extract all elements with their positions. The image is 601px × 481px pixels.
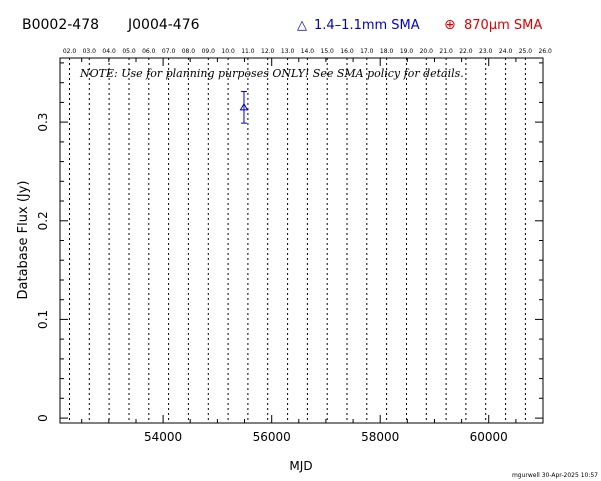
- y-tick-label: 0.1: [36, 310, 50, 329]
- year-label: 21.0: [439, 48, 453, 55]
- year-label: 18.0: [380, 48, 394, 55]
- y-tick-labels: 0 0.1 0.2 0.3: [36, 113, 50, 422]
- year-gridlines: [69, 58, 526, 423]
- y-tick-label: 0.3: [36, 113, 50, 132]
- year-label: 16.0: [340, 48, 354, 55]
- year-label: 06.0: [142, 48, 156, 55]
- year-label: 09.0: [202, 48, 216, 55]
- year-label: 12.0: [261, 48, 275, 55]
- legend-label-1mm: 1.4–1.1mm SMA: [314, 18, 420, 33]
- year-label: 05.0: [122, 48, 136, 55]
- legend: △ 1.4–1.1mm SMA ⊕ 870μm SMA: [297, 17, 542, 33]
- year-label: 22.0: [459, 48, 473, 55]
- year-label: 25.0: [519, 48, 533, 55]
- year-label: 19.0: [400, 48, 414, 55]
- year-label: 14.0: [301, 48, 315, 55]
- year-label: 23.0: [479, 48, 493, 55]
- year-label: 26.0: [539, 48, 553, 55]
- y-tick-label: 0.2: [36, 211, 50, 230]
- year-label: 15.0: [321, 48, 335, 55]
- year-labels: 02.0 03.0 04.0 05.0 06.0 07.0 08.0 09.0 10.0 11.0…: [63, 48, 552, 55]
- axis-ticks: [60, 58, 544, 423]
- x-tick-label: 54000: [144, 430, 182, 444]
- year-label: 08.0: [182, 48, 196, 55]
- year-label: 07.0: [162, 48, 176, 55]
- year-label: 11.0: [241, 48, 255, 55]
- year-label: 20.0: [420, 48, 434, 55]
- year-label: 03.0: [83, 48, 97, 55]
- legend-symbol-1mm: △: [297, 18, 307, 33]
- year-label: 24.0: [499, 48, 513, 55]
- x-axis-label: MJD: [289, 459, 312, 473]
- y-tick-label: 0: [36, 414, 50, 422]
- year-label: 10.0: [221, 48, 235, 55]
- x-tick-labels: 54000 56000 58000 60000: [144, 430, 508, 444]
- planning-note: NOTE: Use for planning purposes ONLY! Se…: [79, 67, 464, 80]
- source-name: B0002-478: [22, 17, 99, 33]
- x-tick-label: 56000: [253, 430, 291, 444]
- legend-label-870um: 870μm SMA: [464, 18, 542, 33]
- year-label: 13.0: [281, 48, 295, 55]
- legend-symbol-870um: ⊕: [444, 17, 456, 33]
- year-label: 17.0: [360, 48, 374, 55]
- footer-timestamp: mgurwell 30-Apr-2025 10:57: [512, 472, 598, 479]
- x-tick-label: 60000: [470, 430, 508, 444]
- plot-frame: [59, 57, 544, 424]
- alt-name: J0004-476: [127, 17, 200, 33]
- year-label: 02.0: [63, 48, 77, 55]
- data-points: [239, 91, 249, 124]
- data-point: [239, 102, 249, 111]
- x-tick-label: 58000: [361, 430, 399, 444]
- year-label: 04.0: [102, 48, 116, 55]
- y-axis-label: Database Flux (Jy): [16, 181, 31, 300]
